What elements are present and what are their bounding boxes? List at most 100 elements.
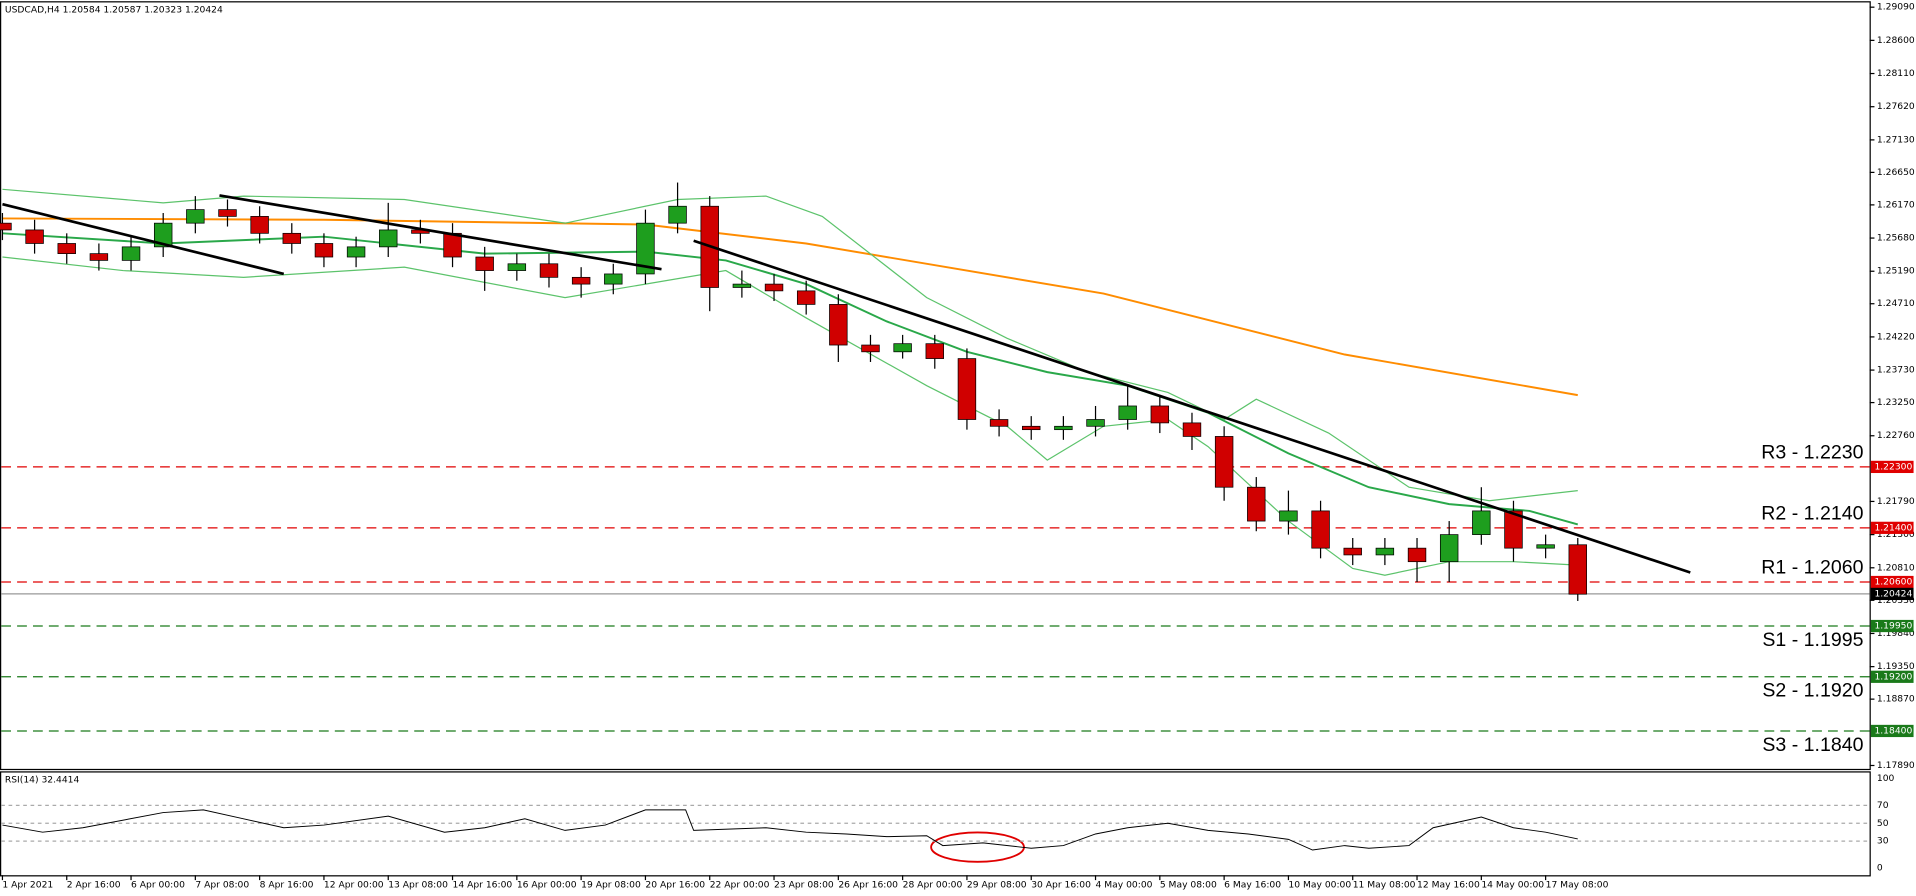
y-tick-label: 1.20810	[1877, 562, 1915, 573]
candle-body	[1150, 405, 1170, 424]
candle-body	[1086, 419, 1105, 427]
candle-body	[893, 343, 912, 353]
candle-body	[1279, 510, 1298, 522]
rsi-tick-label: 30	[1877, 836, 1889, 847]
y-tick-label: 1.22760	[1877, 430, 1915, 441]
x-tick-label: 5 May 08:00	[1160, 879, 1217, 890]
x-tick-label: 16 Apr 00:00	[517, 879, 577, 890]
x-tick-label: 6 Apr 00:00	[131, 879, 185, 890]
candle-body	[861, 344, 880, 353]
y-tick-label: 1.24220	[1877, 331, 1915, 342]
x-tick-label: 14 May 00:00	[1481, 879, 1544, 890]
candle-body	[925, 343, 944, 359]
candle-body	[507, 263, 527, 271]
candle-body	[1568, 544, 1587, 595]
level-tag	[1870, 575, 1914, 589]
candle-body	[1054, 425, 1073, 431]
last-price-label: 1.20424	[1874, 588, 1912, 599]
candle-body	[0, 222, 12, 231]
last-price-tag	[1870, 587, 1914, 601]
rsi-panel-frame	[0, 771, 1871, 877]
x-tick-label: 29 Apr 08:00	[967, 879, 1027, 890]
x-tick-label: 13 Apr 08:00	[388, 879, 448, 890]
indicator-line	[2, 256, 1578, 576]
candle-body	[1118, 405, 1137, 420]
trendline	[219, 194, 662, 271]
level-label: R2 - 1.2140	[1761, 503, 1863, 525]
candle-body	[1439, 534, 1459, 563]
candle-body	[475, 256, 494, 271]
candle-body	[282, 232, 301, 244]
candle-body	[1536, 544, 1555, 549]
candle-body	[571, 276, 591, 285]
candle-body	[1247, 486, 1266, 522]
x-tick-label: 17 May 08:00	[1546, 879, 1609, 890]
x-tick-label: 12 Apr 00:00	[324, 879, 384, 890]
x-tick-label: 30 Apr 16:00	[1031, 879, 1091, 890]
candle-body	[314, 243, 334, 258]
candle-body	[668, 205, 687, 224]
x-tick-label: 19 Apr 08:00	[581, 879, 641, 890]
y-tick-label: 1.27130	[1877, 134, 1915, 145]
x-tick-label: 26 Apr 16:00	[838, 879, 898, 890]
level-label: R1 - 1.2060	[1761, 557, 1863, 579]
candle-body	[1343, 547, 1362, 556]
main-panel-frame	[0, 1, 1871, 771]
x-tick-label: 14 Apr 16:00	[453, 879, 513, 890]
candle-body	[379, 229, 398, 248]
indicator-line	[2, 217, 1578, 397]
level-tag	[1870, 619, 1914, 633]
candle-body	[829, 304, 848, 346]
x-tick-label: 2 Apr 16:00	[67, 879, 121, 890]
y-tick-label: 1.27620	[1877, 101, 1915, 112]
rsi-tick-label: 100	[1877, 773, 1895, 784]
y-tick-label: 1.24710	[1877, 298, 1915, 309]
y-tick-label: 1.29090	[1877, 2, 1915, 13]
candle-body	[57, 243, 76, 254]
level-tag	[1870, 460, 1914, 474]
y-tick-label: 1.18870	[1877, 694, 1915, 705]
level-label: R3 - 1.2230	[1761, 442, 1863, 464]
candle-body	[1182, 422, 1202, 437]
candle-body	[1022, 425, 1041, 431]
candle-body	[1311, 510, 1330, 549]
rsi-tick-label: 0	[1877, 862, 1883, 873]
level-tag-label: 1.19200	[1874, 671, 1912, 682]
candle-body	[604, 273, 623, 285]
candle-body	[1504, 510, 1523, 549]
trendline	[2, 202, 285, 276]
y-tick-label: 1.25190	[1877, 266, 1915, 277]
candle-body	[218, 209, 237, 217]
rsi-line	[2, 809, 1578, 851]
y-tick-label: 1.17890	[1877, 760, 1915, 771]
y-tick-label: 1.28600	[1877, 35, 1915, 46]
level-tag-label: 1.18400	[1874, 725, 1912, 736]
candle-body	[957, 358, 977, 420]
level-tag-label: 1.20600	[1874, 577, 1912, 588]
y-tick-label: 1.21790	[1877, 496, 1915, 507]
indicator-line	[2, 188, 1578, 502]
level-tag	[1870, 724, 1914, 738]
x-tick-label: 28 Apr 00:00	[903, 879, 963, 890]
x-tick-label: 1 Apr 2021	[2, 879, 53, 890]
x-tick-label: 4 May 00:00	[1096, 879, 1153, 890]
level-tag	[1870, 521, 1914, 534]
rsi-tick-label: 70	[1877, 800, 1889, 811]
candle-body	[346, 246, 366, 258]
candle-body	[539, 263, 559, 278]
x-tick-label: 10 May 00:00	[1288, 879, 1351, 890]
level-tag-label: 1.19950	[1874, 621, 1912, 632]
y-tick-label: 1.28110	[1877, 68, 1915, 79]
x-tick-label: 23 Apr 08:00	[774, 879, 834, 890]
y-tick-label: 1.26650	[1877, 167, 1915, 178]
candle-body	[250, 216, 269, 234]
candle-body	[121, 246, 141, 261]
y-tick-label: 1.23730	[1877, 365, 1915, 376]
candle-body	[25, 229, 44, 244]
level-label: S3 - 1.1840	[1762, 734, 1863, 756]
x-tick-label: 20 Apr 16:00	[645, 879, 705, 890]
candle-body	[186, 209, 205, 224]
candle-body	[764, 283, 784, 292]
